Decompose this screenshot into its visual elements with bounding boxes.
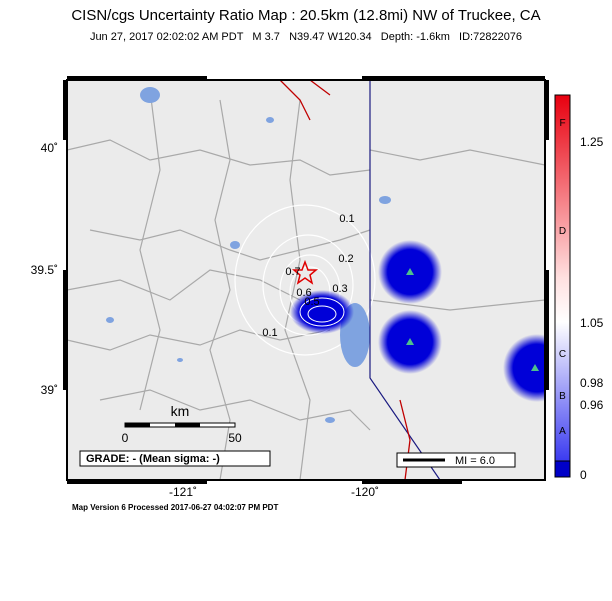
colorbar-tick-label: 0 bbox=[580, 468, 587, 482]
contour-label: 0.1 bbox=[262, 327, 277, 339]
scale-bar: km 0 50 bbox=[122, 403, 242, 445]
scale-start: 0 bbox=[122, 431, 129, 445]
contour-label: 0.3 bbox=[332, 283, 347, 295]
lat-label: 39˚ bbox=[41, 383, 58, 397]
colorbar-tick-label: 0.98 bbox=[580, 376, 604, 390]
lon-label: -121˚ bbox=[169, 485, 197, 499]
colorbar-tick-label: 0.96 bbox=[580, 398, 604, 412]
contour-label: 0.2 bbox=[338, 253, 353, 265]
colorbar-tick-label: 1.25 bbox=[580, 135, 604, 149]
grade-letter: A bbox=[559, 426, 566, 437]
contour-label: 0.1 bbox=[339, 213, 354, 225]
lon-label: -120˚ bbox=[351, 485, 379, 499]
mi-legend: MI = 6.0 bbox=[455, 455, 495, 467]
scale-unit: km bbox=[171, 403, 190, 419]
scale-end: 50 bbox=[228, 431, 242, 445]
grade-letter: B bbox=[559, 391, 566, 402]
footer: Map Version 6 Processed 2017-06-27 04:02… bbox=[72, 503, 278, 512]
contour-label: 0.6 bbox=[296, 287, 311, 299]
grade: GRADE: - (Mean sigma: -) bbox=[86, 453, 220, 465]
contour-label: 0.5 bbox=[304, 296, 319, 308]
colorbar-tick-label: 1.05 bbox=[580, 316, 604, 330]
grade-letter: C bbox=[559, 349, 566, 360]
lat-label: 39.5˚ bbox=[31, 263, 58, 277]
grade-letter: F bbox=[559, 118, 565, 129]
contour-label: 0.7 bbox=[285, 266, 300, 278]
grade-letter: D bbox=[559, 226, 566, 237]
map-area bbox=[67, 80, 545, 480]
title: CISN/cgs Uncertainty Ratio Map : 20.5km … bbox=[71, 7, 540, 24]
subtitle: Jun 27, 2017 02:02:02 AM PDT M 3.7 N39.4… bbox=[90, 31, 522, 43]
lat-label: 40˚ bbox=[41, 141, 58, 155]
